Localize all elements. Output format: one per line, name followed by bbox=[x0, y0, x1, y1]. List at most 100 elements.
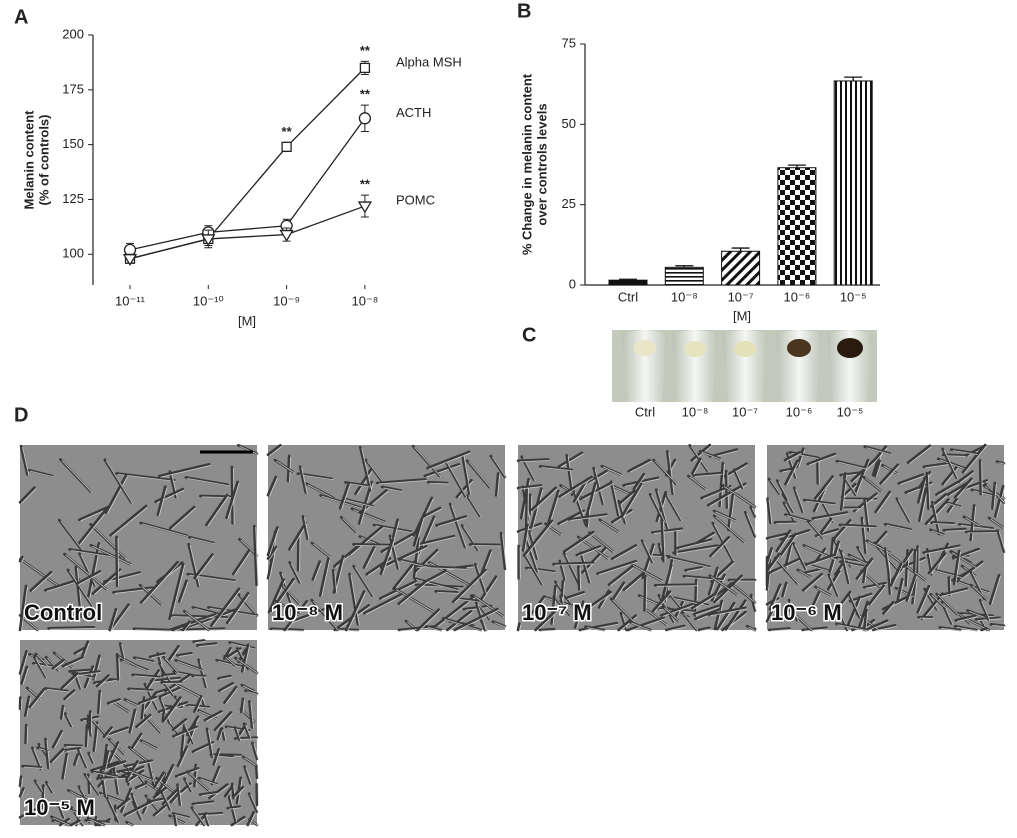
cell-halo bbox=[992, 624, 1006, 628]
cell bbox=[455, 597, 484, 603]
cell bbox=[319, 494, 362, 509]
cell bbox=[298, 465, 308, 494]
cell-halo bbox=[768, 549, 774, 564]
cell-halo bbox=[842, 552, 851, 584]
cell bbox=[846, 595, 861, 628]
cell-halo bbox=[733, 584, 757, 604]
cell-halo bbox=[152, 678, 182, 683]
cell bbox=[879, 463, 899, 485]
cell bbox=[344, 590, 366, 632]
cell-halo bbox=[338, 629, 360, 632]
cell-halo bbox=[519, 459, 550, 463]
cell bbox=[157, 462, 211, 478]
cell-halo bbox=[52, 817, 72, 827]
cell-halo bbox=[250, 702, 255, 729]
cell-halo bbox=[184, 622, 192, 632]
cell-halo bbox=[117, 537, 120, 587]
cell bbox=[216, 727, 223, 741]
cell bbox=[768, 583, 782, 611]
cell-halo bbox=[170, 564, 186, 620]
cell bbox=[978, 459, 983, 496]
cell bbox=[310, 598, 339, 632]
cell-halo bbox=[208, 729, 214, 758]
bar bbox=[664, 266, 704, 286]
cell-halo bbox=[47, 688, 69, 693]
cell bbox=[749, 505, 757, 518]
cell bbox=[96, 689, 102, 715]
error-bar bbox=[787, 164, 806, 168]
cell bbox=[829, 536, 835, 560]
cell-halo bbox=[629, 618, 666, 632]
cell-halo bbox=[851, 594, 873, 603]
cell bbox=[331, 568, 337, 593]
cell-halo bbox=[960, 524, 995, 530]
cell-halo bbox=[83, 642, 90, 658]
cell-halo bbox=[735, 470, 745, 490]
cell bbox=[489, 454, 507, 479]
cell-halo bbox=[668, 452, 675, 495]
cell bbox=[523, 554, 544, 586]
cell-halo bbox=[105, 460, 133, 504]
marker bbox=[358, 112, 372, 125]
cell bbox=[804, 553, 837, 567]
cell bbox=[338, 481, 351, 510]
cell bbox=[567, 513, 608, 521]
cell bbox=[105, 796, 120, 823]
cell bbox=[133, 656, 155, 663]
cell-halo bbox=[365, 547, 377, 569]
cell-halo bbox=[944, 455, 966, 457]
micrograph: 10⁻⁷ M bbox=[516, 443, 757, 632]
cell-halo bbox=[576, 602, 586, 629]
cell-halo bbox=[939, 459, 968, 471]
cell-halo bbox=[21, 488, 37, 504]
x-tick-label: 10⁻⁸ bbox=[671, 289, 698, 304]
cell bbox=[681, 610, 698, 632]
cell bbox=[707, 566, 719, 596]
cell bbox=[352, 543, 392, 547]
x-tick-label: 10⁻⁷ bbox=[728, 289, 754, 304]
cell-halo bbox=[102, 762, 127, 772]
cell-halo bbox=[805, 500, 836, 506]
cell-halo bbox=[699, 628, 712, 632]
cell bbox=[108, 607, 118, 632]
bar bbox=[608, 279, 648, 286]
cell-halo bbox=[130, 747, 149, 763]
cell bbox=[414, 534, 456, 547]
cell-halo bbox=[581, 483, 613, 501]
cell-halo bbox=[118, 799, 131, 810]
cell-halo bbox=[716, 601, 724, 630]
cell-halo bbox=[108, 798, 120, 823]
cell bbox=[961, 443, 987, 474]
cell bbox=[445, 609, 473, 632]
cell bbox=[988, 573, 1001, 605]
cell bbox=[231, 548, 251, 576]
cell-halo bbox=[21, 586, 28, 632]
x-tick-label: 10⁻⁹ bbox=[273, 293, 300, 308]
cell bbox=[732, 468, 744, 490]
micrograph-label: 10⁻⁷ M bbox=[522, 600, 592, 625]
cell-halo bbox=[656, 585, 698, 587]
cell-halo bbox=[129, 689, 154, 692]
cell bbox=[775, 529, 792, 553]
cell-halo bbox=[653, 529, 684, 534]
cell bbox=[347, 525, 384, 556]
cell-halo bbox=[876, 461, 882, 478]
cell-halo bbox=[236, 728, 242, 741]
cell-halo bbox=[471, 545, 501, 547]
cell bbox=[115, 652, 120, 681]
cell bbox=[288, 521, 307, 551]
cell-halo bbox=[454, 570, 488, 604]
cell bbox=[154, 487, 185, 503]
cell bbox=[266, 545, 278, 560]
x-tick-label: Ctrl bbox=[618, 289, 638, 304]
cell bbox=[550, 584, 557, 625]
cell bbox=[896, 577, 904, 602]
cell-halo bbox=[795, 488, 805, 513]
cell bbox=[530, 486, 558, 511]
cell bbox=[917, 476, 927, 504]
cell-halo bbox=[334, 556, 345, 594]
cell bbox=[617, 614, 637, 632]
cell bbox=[448, 502, 467, 549]
cell-halo bbox=[943, 449, 959, 479]
cell-halo bbox=[36, 654, 49, 667]
